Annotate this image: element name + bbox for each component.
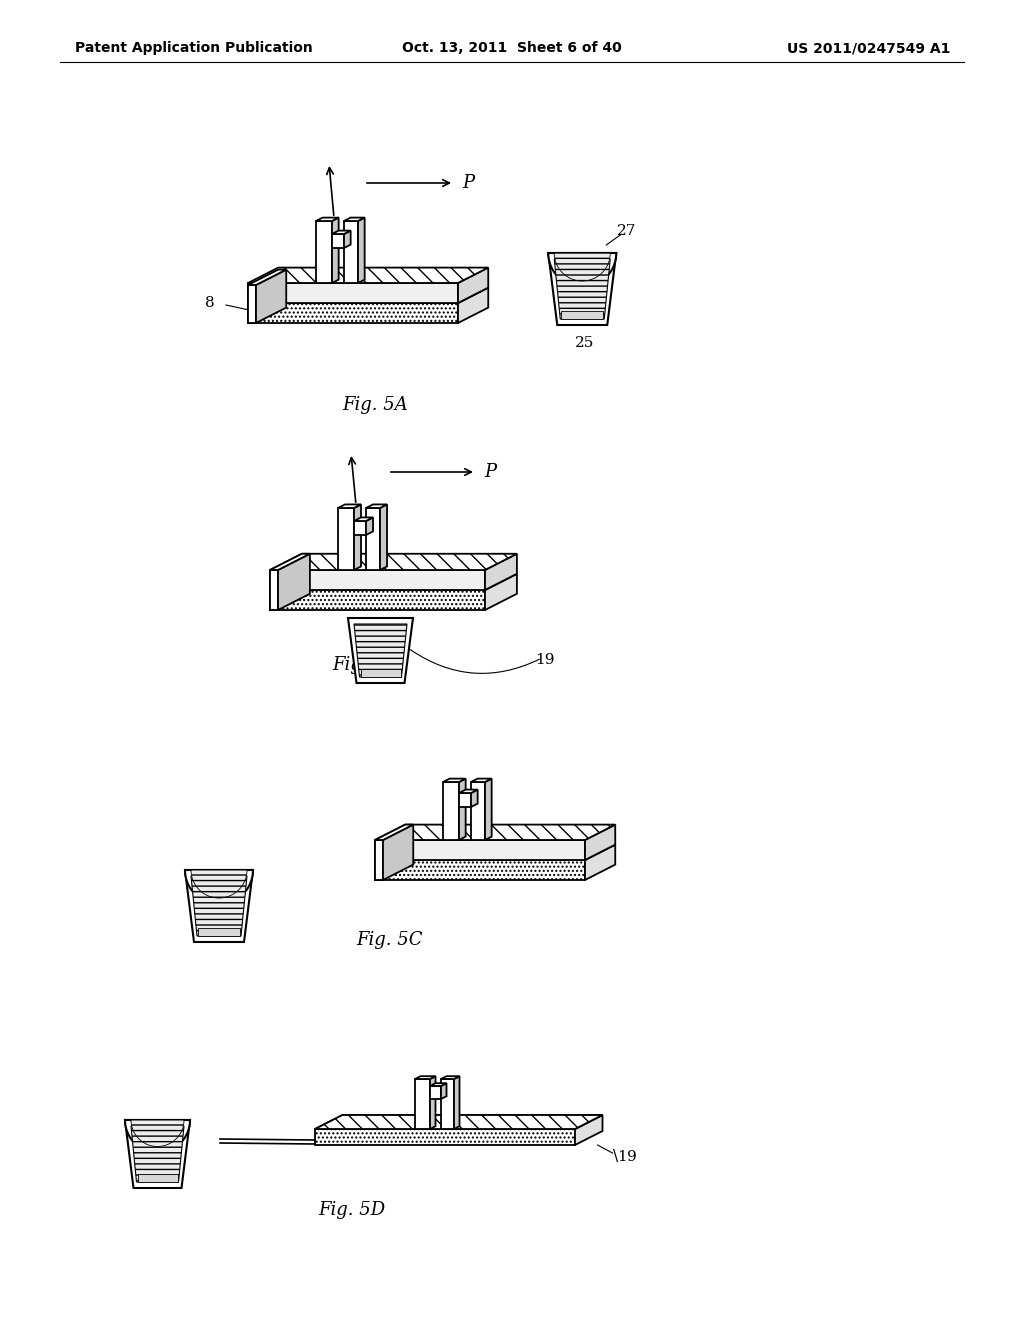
Text: Fig. 5B: Fig. 5B [332,656,398,675]
Polygon shape [459,779,466,840]
Polygon shape [375,861,585,880]
Polygon shape [548,253,616,325]
Polygon shape [415,1078,430,1129]
Text: 8: 8 [205,296,215,310]
Polygon shape [441,1084,446,1100]
Polygon shape [548,253,616,286]
Polygon shape [131,1119,184,1147]
Polygon shape [248,285,256,323]
Polygon shape [471,779,492,781]
Polygon shape [344,231,350,248]
Polygon shape [459,789,477,793]
Polygon shape [315,1129,575,1144]
Polygon shape [375,840,383,880]
Polygon shape [185,870,253,904]
Polygon shape [332,231,350,234]
Polygon shape [270,590,485,610]
Polygon shape [554,259,610,319]
Polygon shape [125,1119,190,1188]
Polygon shape [191,870,247,898]
Polygon shape [415,1076,435,1078]
Polygon shape [358,218,365,282]
Polygon shape [585,845,615,880]
Polygon shape [338,504,361,508]
Polygon shape [459,793,471,807]
Polygon shape [125,1119,190,1152]
Polygon shape [485,554,517,590]
Text: US 2011/0247549 A1: US 2011/0247549 A1 [786,41,950,55]
Text: P: P [484,463,496,480]
Polygon shape [454,1076,460,1129]
Text: Fig. 5C: Fig. 5C [356,931,423,949]
Polygon shape [332,218,339,282]
Polygon shape [441,1078,454,1129]
Polygon shape [198,928,240,936]
Polygon shape [383,825,414,880]
Polygon shape [471,789,477,807]
Polygon shape [443,779,466,781]
Polygon shape [354,517,373,521]
Polygon shape [185,870,253,942]
Polygon shape [344,220,358,282]
Polygon shape [348,618,413,682]
Polygon shape [315,1115,602,1129]
Polygon shape [354,624,407,677]
Polygon shape [585,825,615,861]
Polygon shape [315,1115,602,1129]
Text: Patent Application Publication: Patent Application Publication [75,41,312,55]
Polygon shape [344,218,365,220]
Text: $\backslash$19: $\backslash$19 [611,1147,637,1163]
Polygon shape [485,574,517,610]
Polygon shape [354,504,361,570]
Polygon shape [375,845,615,861]
Polygon shape [443,781,459,840]
Polygon shape [458,268,488,304]
Text: 27: 27 [616,224,636,238]
Polygon shape [316,220,332,282]
Text: Oct. 13, 2011  Sheet 6 of 40: Oct. 13, 2011 Sheet 6 of 40 [402,41,622,55]
Polygon shape [316,218,339,220]
Text: 25: 25 [574,337,594,350]
Polygon shape [430,1084,446,1086]
Polygon shape [471,781,485,840]
Polygon shape [248,282,458,304]
Polygon shape [137,1173,177,1181]
Polygon shape [366,517,373,535]
Polygon shape [430,1086,441,1100]
Polygon shape [256,269,287,323]
Text: Fig. 5A: Fig. 5A [342,396,408,414]
Polygon shape [248,268,488,282]
Polygon shape [554,253,610,281]
Polygon shape [278,554,310,610]
Polygon shape [354,521,366,535]
Text: 19: 19 [536,653,555,667]
Polygon shape [270,574,517,590]
Polygon shape [338,508,354,570]
Polygon shape [561,312,603,319]
Polygon shape [360,669,400,677]
Polygon shape [270,554,517,570]
Polygon shape [441,1076,460,1078]
Polygon shape [458,288,488,323]
Polygon shape [248,304,458,323]
Polygon shape [375,840,585,861]
Polygon shape [270,554,310,570]
Polygon shape [248,288,488,304]
Polygon shape [485,779,492,840]
Polygon shape [366,504,387,508]
Polygon shape [270,570,485,590]
Polygon shape [430,1076,435,1129]
Polygon shape [375,825,615,840]
Polygon shape [380,504,387,570]
Polygon shape [270,570,278,610]
Text: P: P [462,174,474,191]
Text: Fig. 5D: Fig. 5D [318,1201,386,1218]
Polygon shape [366,508,380,570]
Polygon shape [575,1115,602,1144]
Polygon shape [248,269,287,285]
Polygon shape [375,825,414,840]
Polygon shape [191,876,247,936]
Polygon shape [131,1126,184,1181]
Polygon shape [332,234,344,248]
